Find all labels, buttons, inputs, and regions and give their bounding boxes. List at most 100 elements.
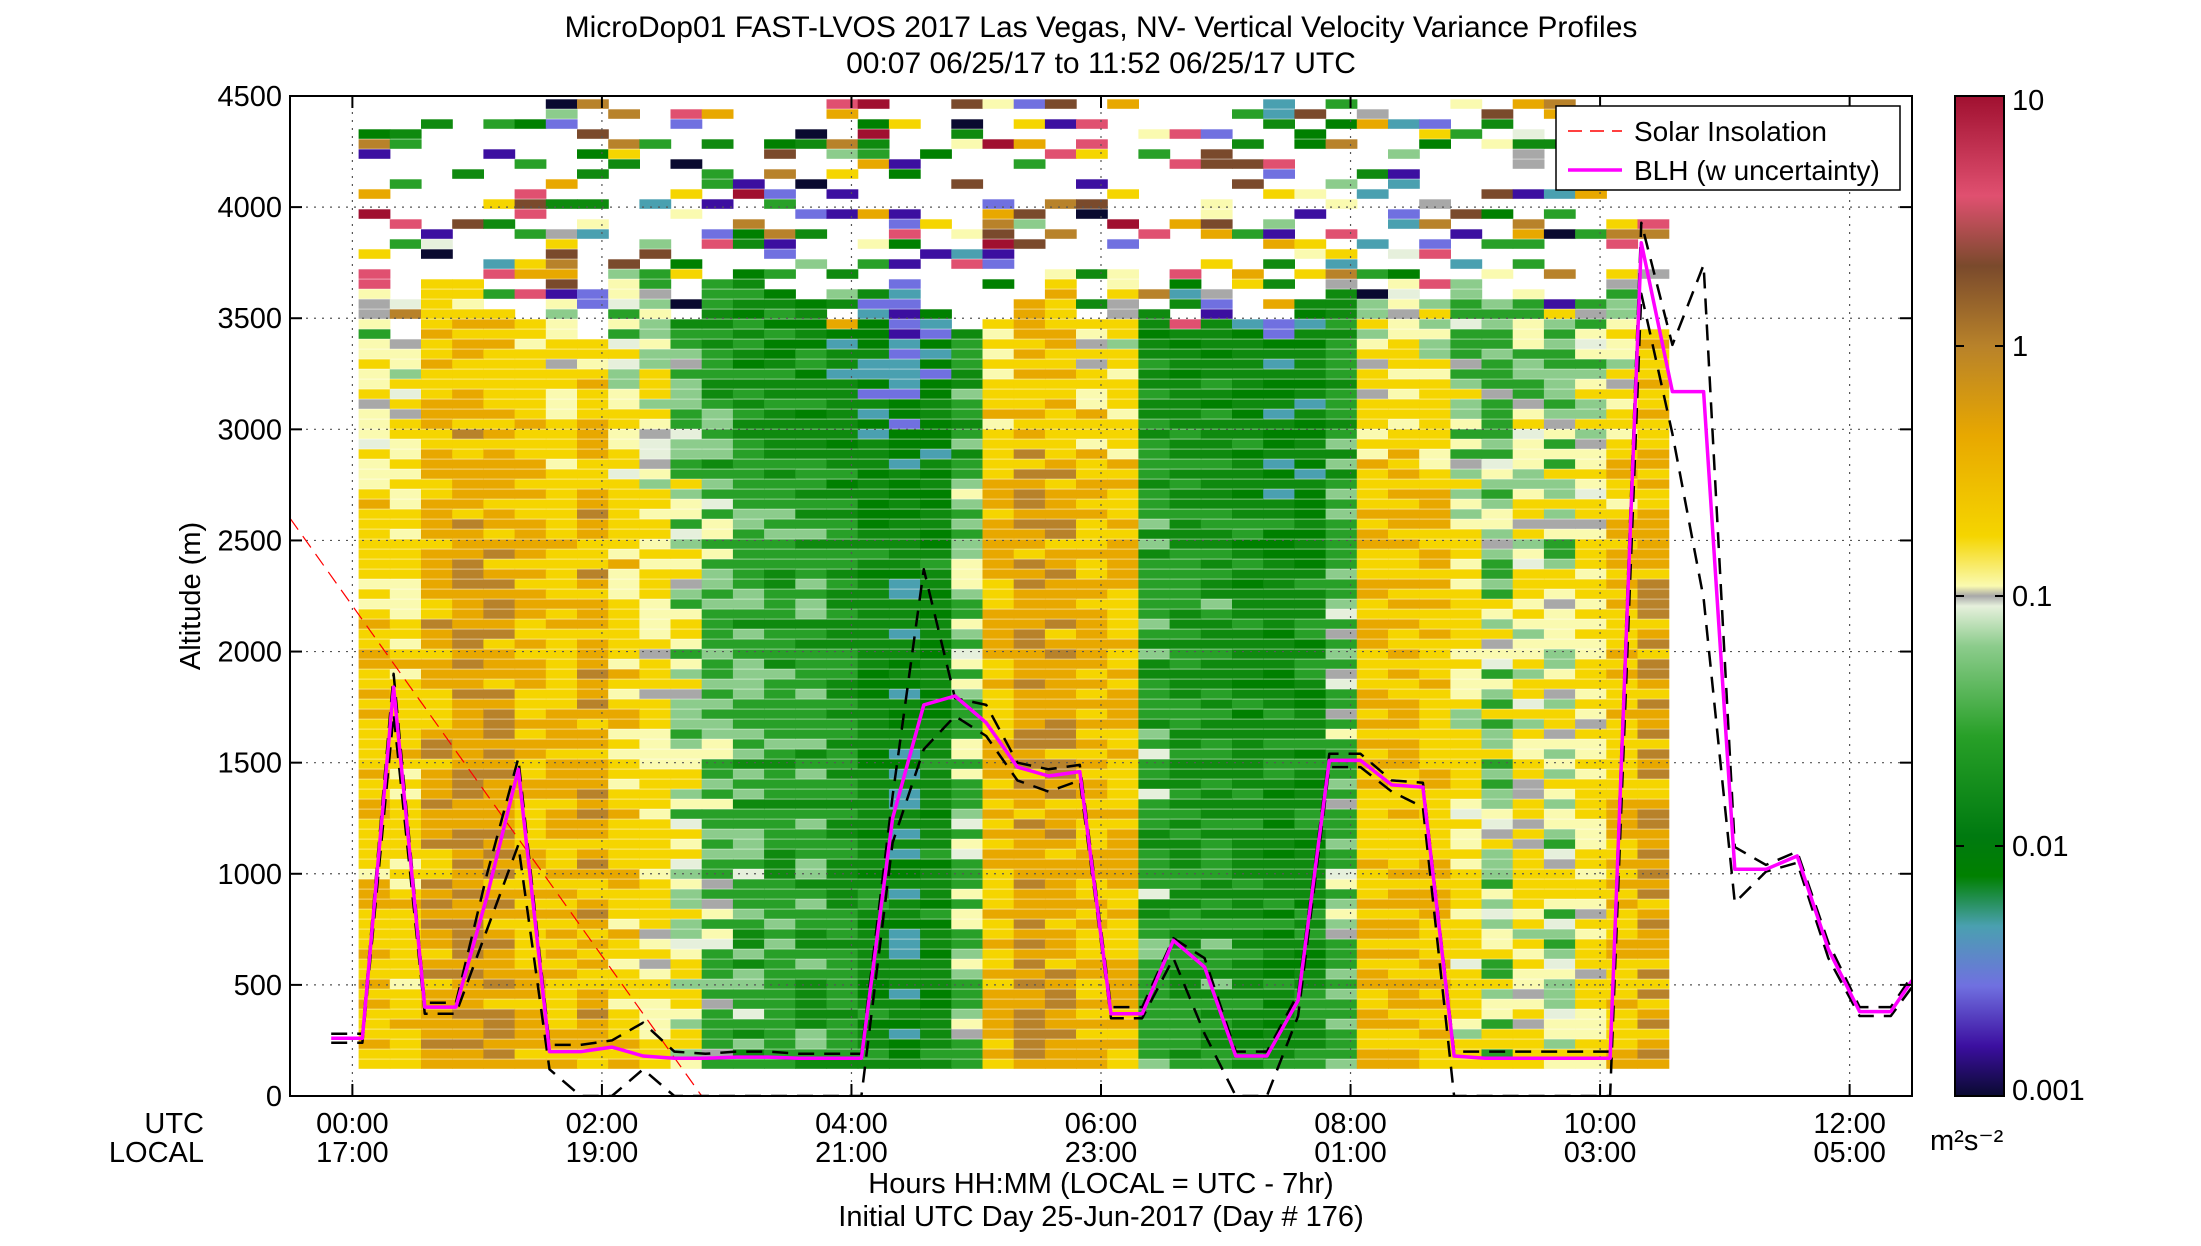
heatmap-cell — [483, 1029, 516, 1039]
heatmap-cell — [670, 449, 703, 459]
heatmap-cell — [639, 389, 672, 399]
heatmap-cell — [545, 649, 578, 659]
heatmap-cell — [732, 489, 765, 499]
heatmap-cell — [545, 429, 578, 439]
heatmap-cell — [639, 889, 672, 899]
heatmap-cell — [764, 859, 796, 869]
heatmap-cell — [951, 409, 984, 419]
heatmap-cell — [545, 549, 578, 559]
heatmap-cell — [1325, 909, 1358, 919]
heatmap-cell — [1388, 499, 1420, 509]
heatmap-cell — [951, 519, 984, 529]
heatmap-cell — [670, 929, 703, 939]
heatmap-cell — [421, 879, 453, 889]
heatmap-cell — [1200, 909, 1233, 919]
heatmap-cell — [1606, 439, 1639, 449]
heatmap-cell — [1013, 309, 1046, 319]
heatmap-cell — [857, 329, 890, 339]
heatmap-cell — [764, 589, 796, 599]
heatmap-cell — [545, 679, 578, 689]
heatmap-cell — [795, 229, 828, 239]
heatmap-cell — [1138, 719, 1171, 729]
heatmap-cell — [1200, 379, 1233, 389]
heatmap-cell — [1232, 939, 1264, 949]
heatmap-cell — [639, 799, 672, 809]
heatmap-cell — [764, 649, 796, 659]
heatmap-cell — [639, 409, 672, 419]
heatmap-cell — [1637, 829, 1670, 839]
heatmap-cell — [764, 889, 796, 899]
heatmap-cell — [920, 979, 952, 989]
heatmap-cell — [826, 959, 859, 969]
heatmap-cell — [920, 789, 952, 799]
heatmap-cell — [1076, 609, 1108, 619]
heatmap-cell — [545, 519, 578, 529]
heatmap-cell — [1138, 669, 1171, 679]
heatmap-cell — [1044, 799, 1077, 809]
heatmap-cell — [358, 189, 391, 199]
heatmap-cell — [857, 769, 890, 779]
heatmap-cell — [857, 799, 890, 809]
heatmap-cell — [1294, 479, 1327, 489]
heatmap-cell — [1575, 669, 1607, 679]
heatmap-cell — [1325, 279, 1358, 289]
heatmap-cell — [389, 1039, 422, 1049]
heatmap-cell — [1637, 439, 1670, 449]
heatmap-cell — [1138, 619, 1171, 629]
heatmap-cell — [1356, 419, 1389, 429]
heatmap-cell — [1263, 409, 1295, 419]
heatmap-cell — [608, 579, 640, 589]
heatmap-cell — [358, 979, 391, 989]
heatmap-cell — [1294, 569, 1327, 579]
heatmap-cell — [358, 959, 391, 969]
heatmap-cell — [608, 749, 640, 759]
heatmap-cell — [888, 929, 921, 939]
heatmap-cell — [1637, 649, 1670, 659]
heatmap-cell — [1419, 749, 1451, 759]
heatmap-cell — [608, 259, 640, 269]
heatmap-cell — [1388, 659, 1420, 669]
heatmap-cell — [1294, 759, 1327, 769]
heatmap-cell — [452, 789, 484, 799]
heatmap-cell — [1450, 229, 1483, 239]
heatmap-cell — [639, 839, 672, 849]
heatmap-cell — [1481, 839, 1514, 849]
heatmap-cell — [701, 1049, 734, 1059]
heatmap-cell — [732, 219, 765, 229]
heatmap-cell — [701, 899, 734, 909]
heatmap-cell — [1169, 939, 1202, 949]
heatmap-cell — [1450, 729, 1483, 739]
heatmap-cell — [1138, 1009, 1171, 1019]
heatmap-cell — [1232, 439, 1264, 449]
y-tick-label: 1000 — [217, 859, 282, 891]
heatmap-cell — [1606, 529, 1639, 539]
heatmap-cell — [421, 349, 453, 359]
heatmap-cell — [452, 1029, 484, 1039]
heatmap-cell — [1419, 819, 1451, 829]
heatmap-cell — [1512, 839, 1545, 849]
heatmap-cell — [1107, 399, 1139, 409]
heatmap-cell — [1107, 879, 1139, 889]
heatmap-cell — [1543, 669, 1576, 679]
heatmap-cell — [732, 719, 765, 729]
heatmap-cell — [608, 469, 640, 479]
heatmap-cell — [1263, 769, 1295, 779]
heatmap-cell — [764, 579, 796, 589]
heatmap-cell — [1606, 479, 1639, 489]
heatmap-cell — [826, 489, 859, 499]
heatmap-cell — [1263, 989, 1295, 999]
heatmap-cell — [545, 389, 578, 399]
heatmap-cell — [1232, 699, 1264, 709]
heatmap-cell — [920, 529, 952, 539]
heatmap-cell — [1388, 919, 1420, 929]
heatmap-cell — [1169, 779, 1202, 789]
heatmap-cell — [483, 549, 516, 559]
heatmap-cell — [1450, 639, 1483, 649]
heatmap-cell — [920, 459, 952, 469]
heatmap-cell — [577, 439, 609, 449]
heatmap-cell — [1450, 549, 1483, 559]
heatmap-cell — [358, 289, 391, 299]
heatmap-cell — [1637, 1009, 1670, 1019]
heatmap-cell — [1200, 1029, 1233, 1039]
heatmap-cell — [670, 479, 703, 489]
